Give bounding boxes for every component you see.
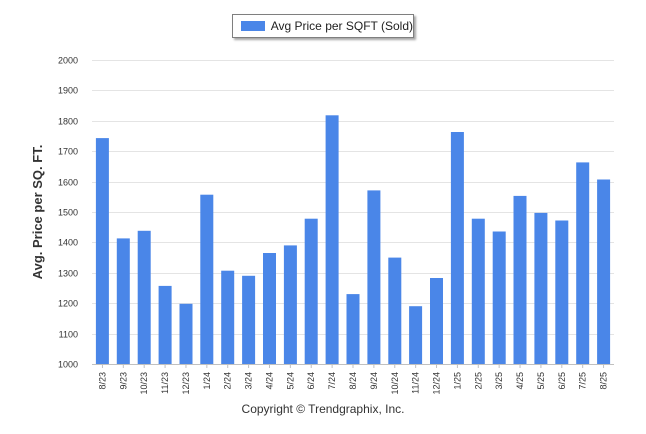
- bar[interactable]: [116, 238, 130, 364]
- bar[interactable]: [325, 115, 339, 364]
- y-tick-label: 1200: [58, 299, 78, 309]
- bar[interactable]: [367, 190, 381, 364]
- x-tick-label: 2/25: [473, 372, 483, 390]
- bar[interactable]: [576, 162, 590, 364]
- x-tick-label: 3/25: [494, 372, 504, 390]
- bar[interactable]: [513, 195, 527, 364]
- bar[interactable]: [597, 179, 611, 365]
- x-tick-label: 8/24: [348, 372, 358, 390]
- legend: Avg Price per SQFT (Sold): [232, 14, 414, 38]
- legend-label: Avg Price per SQFT (Sold): [270, 19, 413, 33]
- bar[interactable]: [221, 270, 235, 364]
- bar[interactable]: [137, 230, 151, 364]
- bar[interactable]: [179, 303, 193, 364]
- x-tick-label: 9/23: [118, 372, 128, 390]
- legend-swatch: [241, 21, 265, 31]
- y-tick-label: 1600: [58, 178, 78, 188]
- x-tick-label: 7/25: [578, 372, 588, 390]
- bar[interactable]: [450, 132, 464, 364]
- copyright-footer: Copyright © Trendgraphix, Inc.: [241, 402, 405, 416]
- y-tick-label: 1500: [58, 208, 78, 218]
- bar[interactable]: [346, 294, 360, 364]
- x-tick-label: 11/23: [160, 372, 170, 394]
- y-tick-label: 1300: [58, 269, 78, 279]
- bar[interactable]: [283, 245, 297, 364]
- bar[interactable]: [95, 138, 109, 364]
- bar[interactable]: [555, 220, 569, 365]
- x-tick-label: 6/24: [306, 372, 316, 390]
- bar[interactable]: [388, 257, 402, 364]
- x-tick-label: 3/24: [244, 372, 254, 390]
- y-tick-label: 1100: [59, 330, 78, 340]
- x-tick-label: 6/25: [557, 372, 567, 390]
- x-tick-label: 7/24: [327, 372, 337, 390]
- y-tick-label: 2000: [58, 56, 78, 66]
- x-axis-ticks: 8/23 9/23 10/23 11/23 12/23 1/24 2/24 3/24 4/24 5…: [97, 364, 609, 395]
- grid-lines: [92, 60, 614, 365]
- x-tick-label: 1/25: [452, 372, 462, 390]
- y-tick-label: 1000: [58, 360, 78, 370]
- bar[interactable]: [263, 253, 276, 364]
- x-tick-label: 4/25: [515, 372, 525, 390]
- y-axis-ticks: 1000 1100 1200 1300 1400 1500 1600 1700 1800 1900…: [58, 56, 78, 370]
- bar[interactable]: [158, 285, 172, 364]
- bar[interactable]: [492, 231, 506, 365]
- bar[interactable]: [200, 194, 214, 364]
- y-tick-label: 1400: [58, 238, 78, 248]
- x-tick-label: 2/24: [223, 372, 233, 390]
- bar[interactable]: [409, 306, 423, 364]
- x-tick-label: 12/24: [432, 372, 442, 395]
- bar[interactable]: [242, 275, 256, 364]
- bar[interactable]: [304, 218, 318, 364]
- y-tick-label: 1800: [58, 117, 78, 127]
- x-tick-label: 10/23: [139, 372, 149, 395]
- x-tick-label: 8/23: [97, 372, 107, 390]
- x-tick-label: 10/24: [390, 372, 400, 395]
- y-tick-label: 1700: [58, 147, 78, 157]
- x-tick-label: 1/24: [202, 372, 212, 390]
- x-tick-label: 12/23: [181, 372, 191, 395]
- bar[interactable]: [471, 218, 485, 364]
- x-tick-label: 4/24: [264, 372, 274, 390]
- bars: [95, 115, 611, 365]
- x-tick-label: 9/24: [369, 372, 379, 390]
- x-tick-label: 5/25: [536, 372, 546, 390]
- bar[interactable]: [430, 278, 443, 364]
- x-tick-label: 11/24: [411, 372, 421, 394]
- x-tick-label: 8/25: [599, 372, 609, 390]
- y-tick-label: 1900: [58, 86, 78, 96]
- x-tick-label: 5/24: [285, 372, 295, 390]
- y-axis-title: Avg. Price per SQ. FT.: [30, 145, 45, 280]
- bar[interactable]: [534, 212, 548, 364]
